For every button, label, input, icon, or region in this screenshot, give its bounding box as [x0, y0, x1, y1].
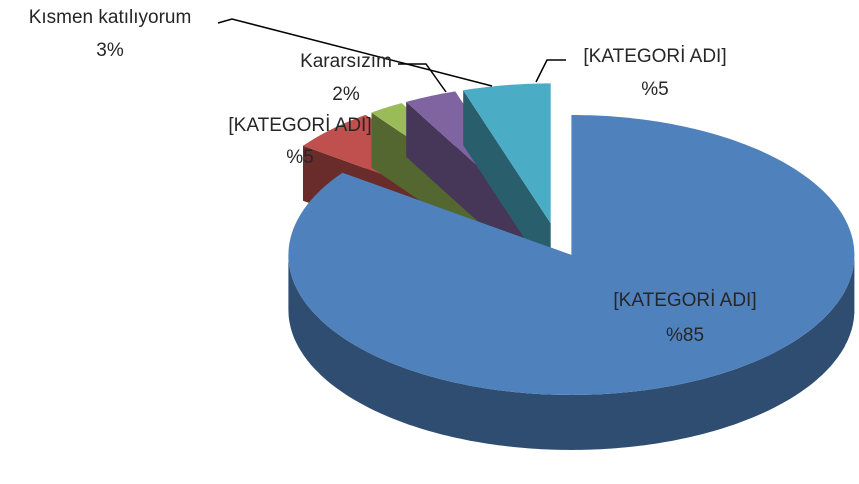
slice-value-label: %85: [666, 325, 704, 346]
slice-label: [KATEGORİ ADI]: [613, 290, 756, 311]
pie: [288, 83, 855, 450]
leader-line: [535, 59, 566, 83]
slice-wall: [288, 255, 855, 450]
slice: [288, 115, 855, 395]
slice-label: [KATEGORİ ADI]: [583, 46, 726, 67]
slice-label: Kararsızım: [300, 51, 392, 72]
slice-side: [463, 90, 551, 279]
slice-label: [KATEGORİ ADI]: [228, 115, 371, 136]
slice-value-label: 2%: [332, 84, 360, 105]
slice-value-label: %5: [286, 147, 313, 168]
leader-line: [398, 63, 447, 93]
slice-value-label: %5: [641, 79, 668, 100]
slice-value-label: 3%: [96, 40, 124, 61]
slice-label: Kısmen katılıyorum: [29, 7, 192, 28]
slice: [463, 83, 551, 224]
